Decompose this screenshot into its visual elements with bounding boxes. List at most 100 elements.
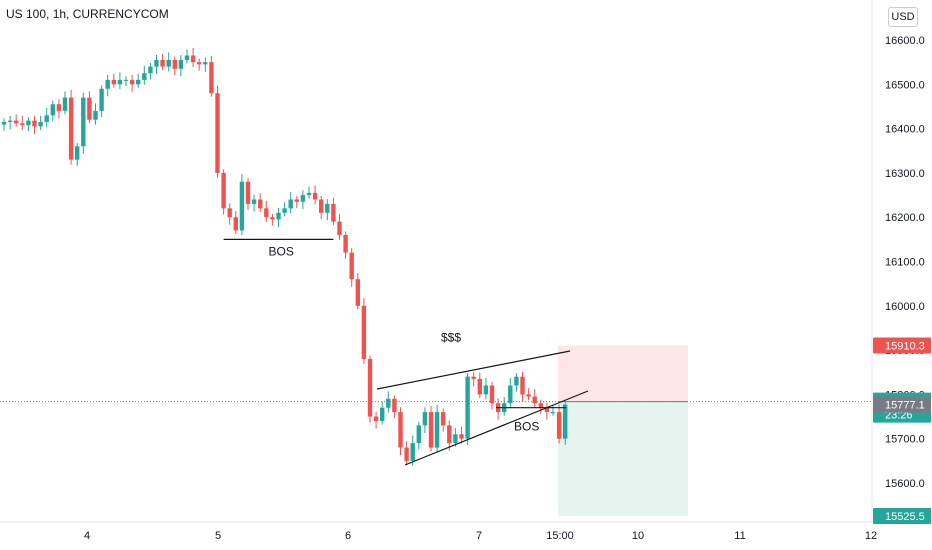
candle-body[interactable] [239, 181, 245, 231]
wedge-upper-line[interactable] [376, 350, 571, 390]
candle-body[interactable] [392, 398, 397, 413]
candle-body[interactable] [233, 217, 238, 231]
candle-body[interactable] [343, 234, 348, 253]
candle-body[interactable] [349, 252, 354, 280]
candle-body[interactable] [129, 79, 135, 85]
candle-body[interactable] [56, 104, 62, 111]
stop-price-badge[interactable] [873, 337, 931, 354]
candle-body[interactable] [526, 394, 531, 397]
candle-body[interactable] [20, 123, 25, 126]
currency-button[interactable]: USD [888, 7, 918, 27]
wedge-lower-line[interactable] [404, 390, 589, 466]
candle-body[interactable] [514, 376, 519, 386]
candle-body[interactable] [251, 199, 257, 204]
candle-body[interactable] [14, 120, 19, 124]
open-price-badge[interactable] [873, 396, 931, 413]
symbol-title[interactable]: US 100, 1h, CURRENCYCOM [6, 7, 169, 21]
candle-body[interactable] [136, 79, 141, 85]
candle-body[interactable] [227, 208, 232, 218]
candle-body[interactable] [294, 199, 299, 202]
candle-body[interactable] [117, 79, 123, 85]
candle-body[interactable] [93, 110, 98, 120]
candle-body[interactable] [44, 115, 49, 122]
candle-body[interactable] [489, 385, 495, 404]
candle-body[interactable] [550, 412, 556, 414]
candle-body[interactable] [172, 59, 177, 69]
candle-body[interactable] [544, 407, 550, 413]
candle-body[interactable] [7, 120, 13, 122]
candle-body[interactable] [300, 195, 306, 202]
candle-body[interactable] [459, 434, 464, 439]
candle-body[interactable] [331, 203, 336, 222]
candle-body[interactable] [264, 208, 269, 218]
candle-body[interactable] [50, 104, 55, 116]
candle-body[interactable] [471, 376, 476, 379]
candle-body[interactable] [508, 385, 513, 404]
candle-body[interactable] [447, 425, 452, 444]
candle-body[interactable] [422, 412, 428, 426]
candle-body[interactable] [178, 59, 184, 69]
candle-body[interactable] [532, 396, 537, 404]
candle-body[interactable] [203, 62, 208, 65]
stop-loss-zone[interactable] [558, 345, 688, 402]
candle-body[interactable] [26, 120, 31, 126]
candle-body[interactable] [441, 412, 446, 426]
target-price-badge[interactable] [873, 508, 931, 525]
candle-body[interactable] [288, 199, 293, 209]
candle-body[interactable] [32, 120, 37, 127]
candle-body[interactable] [142, 73, 147, 80]
candle-body[interactable] [1, 121, 7, 125]
candle-body[interactable] [410, 443, 415, 461]
candle-body[interactable] [556, 412, 562, 439]
candle-body[interactable] [105, 79, 110, 89]
candle-body[interactable] [398, 412, 403, 448]
candle-body[interactable] [325, 203, 330, 213]
candle-body[interactable] [148, 66, 153, 74]
candle-body[interactable] [75, 146, 80, 160]
candle-body[interactable] [404, 447, 409, 461]
candle-body[interactable] [166, 59, 171, 67]
candle-body[interactable] [87, 97, 92, 120]
candle-body[interactable] [380, 407, 385, 421]
candle-body[interactable] [428, 412, 434, 448]
candle-body[interactable] [245, 181, 251, 204]
candle-body[interactable] [361, 305, 367, 359]
candle-body[interactable] [276, 212, 281, 220]
candle-body[interactable] [111, 79, 116, 85]
candle-body[interactable] [190, 55, 196, 63]
candle-body[interactable] [160, 59, 165, 67]
candle-body[interactable] [312, 192, 318, 200]
candle-body[interactable] [538, 403, 543, 408]
candle-body[interactable] [282, 208, 287, 213]
candle-body[interactable] [477, 378, 482, 395]
candle-body[interactable] [81, 97, 86, 147]
candle-body[interactable] [319, 199, 324, 213]
candle-body[interactable] [453, 434, 458, 444]
candle-body[interactable] [258, 199, 263, 209]
candle-body[interactable] [563, 404, 568, 439]
candle-body[interactable] [197, 62, 202, 65]
candle-body[interactable] [154, 59, 159, 67]
candle-body[interactable] [355, 279, 360, 306]
candle-body[interactable] [306, 192, 312, 196]
candle-body[interactable] [221, 172, 226, 209]
candle-body[interactable] [373, 416, 379, 421]
candle-body[interactable] [62, 97, 68, 111]
candle-body[interactable] [38, 121, 43, 127]
candle-body[interactable] [465, 376, 470, 439]
candle-body[interactable] [337, 221, 342, 235]
candle-body[interactable] [416, 425, 421, 444]
candle-body[interactable] [215, 93, 220, 173]
candle-body[interactable] [367, 358, 373, 417]
candle-body[interactable] [99, 88, 104, 111]
candle-body[interactable] [123, 79, 129, 81]
candle-body[interactable] [209, 62, 214, 94]
candle-body[interactable] [386, 398, 391, 408]
candle-body[interactable] [434, 412, 440, 448]
take-profit-zone[interactable] [558, 401, 688, 517]
candle-body[interactable] [184, 55, 190, 60]
candle-body[interactable] [68, 97, 74, 160]
candle-body[interactable] [520, 376, 525, 395]
